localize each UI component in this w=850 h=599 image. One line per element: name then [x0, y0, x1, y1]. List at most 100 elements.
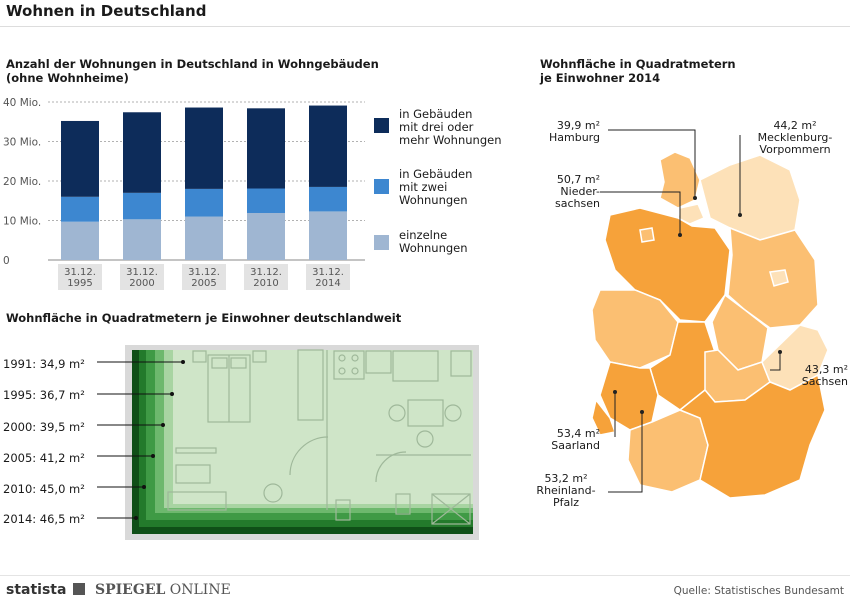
x-label-box	[120, 264, 164, 290]
map-label-name: Vorpommern	[759, 143, 831, 156]
region-saarland	[591, 398, 616, 436]
floor-label-1991: 1991: 34,9 m²	[3, 357, 85, 371]
leader-dot	[738, 213, 742, 217]
x-label-box	[244, 264, 288, 290]
bar-chart-heading-line1: Anzahl der Wohnungen in Deutschland in W…	[6, 57, 379, 71]
spiegel-logo-text: SPIEGEL	[95, 582, 166, 598]
map-heading-line2: je Einwohner 2014	[540, 71, 661, 85]
region-bayern	[678, 373, 826, 499]
furniture-table	[407, 399, 444, 427]
map-label-name: Hamburg	[549, 131, 600, 144]
floor-label-2014: 2014: 46,5 m²	[3, 512, 85, 526]
x-label-box	[182, 264, 226, 290]
furniture-burner	[351, 367, 359, 375]
floor-door-arc	[289, 436, 329, 476]
map-label-saarland: 53,4 m² Saarland	[540, 428, 600, 452]
furniture-pillow	[211, 357, 228, 369]
online-logo-text: ONLINE	[169, 582, 231, 598]
bar-segment	[61, 120, 99, 197]
map-label-niedersachsen: 50,7 m² Nieder- sachsen	[540, 174, 600, 210]
bar-segment	[309, 186, 347, 212]
bar-segment	[61, 196, 99, 222]
legend-item-three-plus: in Gebäuden mit drei oder mehr Wohnungen	[399, 108, 502, 147]
region-berlin	[769, 269, 789, 287]
furniture-wardrobe	[297, 349, 324, 421]
bar-segment	[123, 112, 161, 193]
map-label-value: 53,4 m²	[556, 427, 600, 440]
x-tick-label: 31.12.	[188, 267, 220, 278]
floor-furniture	[167, 349, 472, 525]
legend-item-single: einzelne Wohnungen	[399, 229, 468, 255]
region-nrw	[591, 289, 679, 369]
furniture-desk	[175, 464, 211, 484]
legend-swatch-single	[374, 235, 389, 250]
map-heading-line1: Wohnfläche in Quadratmetern	[540, 57, 736, 71]
leader-dot	[613, 390, 617, 394]
furniture-sofa	[167, 491, 227, 511]
bar-segment	[247, 108, 285, 189]
furniture-fridge	[450, 350, 472, 377]
floor-leader-dot	[134, 516, 138, 520]
bar-segment	[247, 212, 285, 260]
x-tick-label: 2010	[253, 278, 278, 289]
floor-leader-dot	[181, 360, 185, 364]
furniture-chair	[388, 404, 406, 422]
y-tick-label: 0	[3, 255, 10, 267]
bar-chart-x-labels: 31.12.199531.12.200031.12.200531.12.2010…	[58, 264, 350, 290]
furniture-burner	[351, 354, 359, 362]
germany-map	[591, 129, 829, 499]
leader-hamburg	[608, 129, 696, 198]
map-label-rheinland-pfalz: 53,2 m² Rheinland- Pfalz	[530, 473, 602, 509]
furniture-stove	[333, 350, 365, 380]
floor-leader-dot	[170, 392, 174, 396]
bar-segment	[185, 107, 223, 189]
bar-segment	[185, 216, 223, 260]
floor-leader-lines	[97, 360, 185, 520]
floor-label-2005: 2005: 41,2 m²	[3, 451, 85, 465]
furniture-burner	[338, 354, 346, 362]
bar-chart: 010 Mio.20 Mio.30 Mio.40 Mio. 31.12.1995…	[3, 97, 365, 290]
furniture-sink	[365, 350, 392, 374]
y-tick-label: 30 Mio.	[3, 137, 41, 149]
map-label-name: Saarland	[551, 439, 600, 452]
bar-chart-legend: in Gebäuden mit drei oder mehr Wohnungen…	[374, 108, 524, 258]
footer-rule	[0, 575, 850, 576]
furniture-stool	[263, 483, 283, 503]
floor-door-arc	[375, 451, 407, 483]
map-label-name: Pfalz	[552, 496, 580, 509]
furniture-burner	[338, 367, 346, 375]
x-tick-label: 31.12.	[64, 267, 96, 278]
bar-segment	[185, 188, 223, 217]
bar-segment	[61, 221, 99, 260]
legend-line: Wohnungen	[399, 193, 468, 207]
bar-chart-bars	[61, 105, 347, 260]
furniture-shower-x	[431, 493, 471, 525]
x-label-box	[306, 264, 350, 290]
x-tick-label: 2005	[191, 278, 216, 289]
floor-label-2010: 2010: 45,0 m²	[3, 482, 85, 496]
region-mecklenburg-vorpommern	[699, 154, 801, 241]
furniture-toilet	[335, 499, 351, 521]
source-note: Quelle: Statistisches Bundesamt	[673, 585, 844, 597]
bar-segment	[123, 219, 161, 260]
leader-dot	[778, 350, 782, 354]
x-tick-label: 31.12.	[312, 267, 344, 278]
statista-logo-icon	[73, 583, 86, 595]
furniture-chair	[444, 404, 462, 422]
map-label-hamburg: 39,9 m² Hamburg	[548, 120, 600, 144]
x-tick-label: 2000	[129, 278, 154, 289]
region-bremen	[639, 227, 655, 243]
statista-logo: statista	[6, 582, 86, 598]
furniture-pillow	[230, 357, 247, 369]
furniture-washbasin	[395, 493, 411, 515]
spiegel-online-logo: SPIEGEL ONLINE	[95, 582, 231, 598]
legend-swatch-three-plus	[374, 118, 389, 133]
legend-item-two: in Gebäuden mit zwei Wohnungen	[399, 168, 472, 207]
map-label-name: Rheinland-	[536, 484, 596, 497]
map-label-value: 39,9 m²	[556, 119, 600, 132]
leader-sachsen	[770, 352, 781, 371]
floor-label-1995: 1995: 36,7 m²	[3, 388, 85, 402]
page-title: Wohnen in Deutschland	[6, 2, 207, 20]
furniture-counter	[392, 350, 439, 382]
leader-niedersachsen	[600, 191, 681, 235]
